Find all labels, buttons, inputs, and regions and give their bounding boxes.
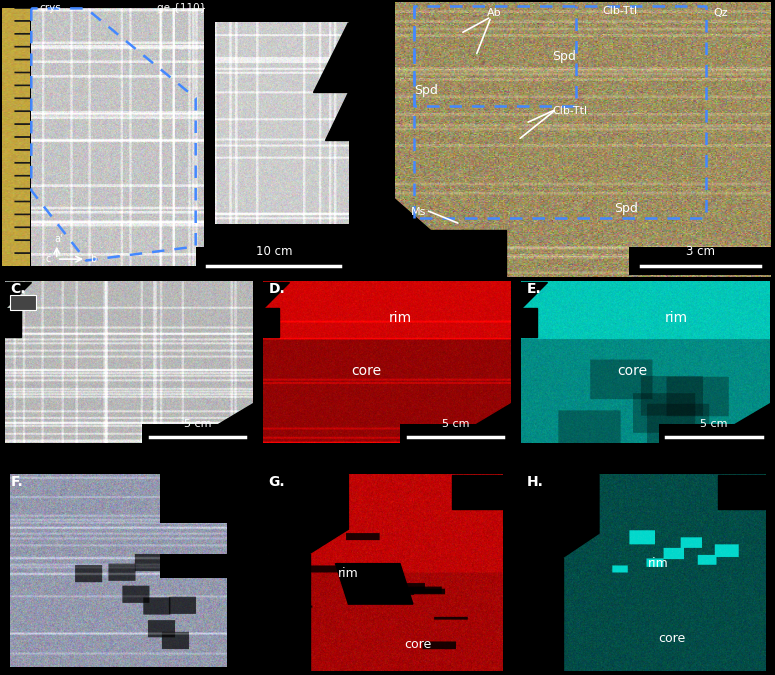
- Polygon shape: [313, 22, 348, 92]
- Polygon shape: [268, 554, 310, 671]
- Bar: [516, 443, 775, 469]
- Text: 3 cm: 3 cm: [686, 245, 715, 258]
- Bar: [629, 246, 771, 275]
- Polygon shape: [264, 308, 279, 337]
- Polygon shape: [391, 196, 487, 280]
- Polygon shape: [5, 308, 21, 337]
- Bar: [258, 443, 516, 469]
- Text: rim: rim: [388, 311, 412, 325]
- Bar: [195, 246, 352, 275]
- Polygon shape: [698, 403, 770, 446]
- Polygon shape: [5, 282, 31, 308]
- Text: c: c: [46, 254, 51, 264]
- Text: Spd: Spd: [553, 51, 577, 63]
- Polygon shape: [526, 475, 599, 558]
- Polygon shape: [526, 558, 563, 671]
- Text: E.: E.: [526, 282, 541, 296]
- Polygon shape: [336, 564, 413, 604]
- Text: Clb-Ttl: Clb-Ttl: [553, 107, 587, 117]
- Text: C.: C.: [10, 282, 26, 296]
- Text: G.: G.: [268, 475, 285, 489]
- Bar: [659, 424, 770, 446]
- Text: 5 cm: 5 cm: [442, 419, 469, 429]
- Polygon shape: [391, 230, 507, 280]
- Bar: [0, 443, 258, 469]
- Bar: [160, 554, 258, 578]
- Bar: [142, 424, 253, 446]
- Polygon shape: [522, 308, 537, 337]
- Text: 5 cm: 5 cm: [184, 419, 211, 429]
- Text: a': a': [55, 234, 64, 244]
- Text: H.: H.: [526, 475, 543, 489]
- Polygon shape: [325, 92, 348, 140]
- Polygon shape: [264, 282, 289, 308]
- Text: Ab: Ab: [487, 8, 502, 18]
- Text: ge {110}: ge {110}: [157, 3, 206, 13]
- Text: crys: crys: [39, 3, 61, 13]
- Text: D.: D.: [268, 282, 285, 296]
- Polygon shape: [268, 475, 349, 554]
- Text: b: b: [90, 254, 96, 264]
- Bar: [400, 424, 511, 446]
- Text: 5 cm: 5 cm: [701, 419, 728, 429]
- Text: Ms: Ms: [411, 207, 426, 217]
- Text: F.: F.: [10, 475, 23, 489]
- Polygon shape: [522, 282, 547, 308]
- Polygon shape: [439, 403, 511, 446]
- Text: Clb-Ttl: Clb-Ttl: [602, 5, 638, 16]
- Bar: [160, 472, 258, 523]
- Text: core: core: [351, 364, 381, 378]
- Text: core: core: [658, 632, 685, 645]
- Text: rim: rim: [648, 557, 669, 570]
- Polygon shape: [718, 475, 765, 509]
- Bar: [10, 295, 36, 311]
- Text: Spd: Spd: [614, 202, 638, 215]
- Text: Spd: Spd: [415, 84, 439, 97]
- Text: rim: rim: [665, 311, 688, 325]
- Polygon shape: [452, 475, 503, 509]
- Text: Qz: Qz: [714, 8, 728, 18]
- Text: rim: rim: [338, 567, 359, 580]
- Bar: [0, 472, 10, 675]
- Text: core: core: [618, 364, 648, 378]
- Polygon shape: [181, 403, 253, 446]
- Text: 10 cm: 10 cm: [256, 245, 292, 258]
- Text: core: core: [405, 638, 432, 651]
